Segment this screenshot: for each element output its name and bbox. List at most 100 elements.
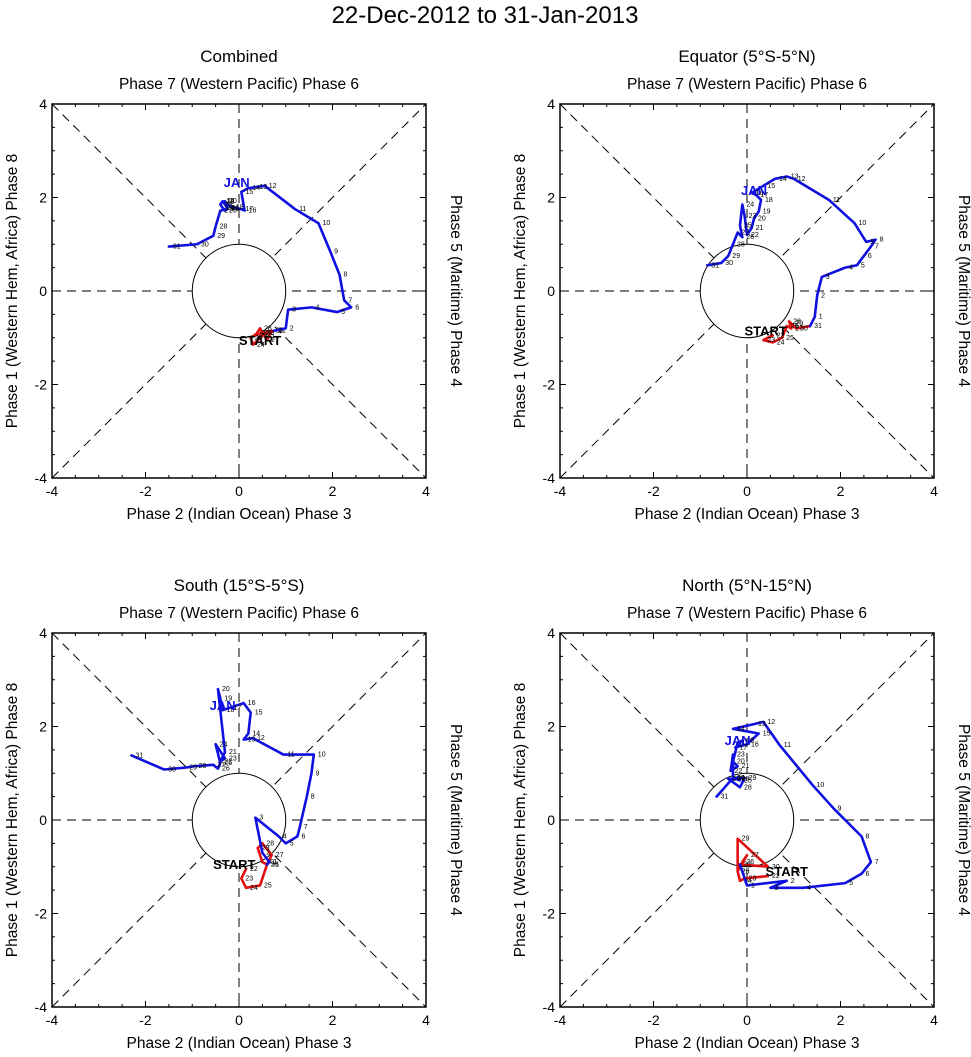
january-day-label: 7 <box>875 859 879 866</box>
january-day-label: 2 <box>791 878 795 885</box>
january-day-label: 30 <box>737 775 745 782</box>
january-day-label: 26 <box>222 766 230 773</box>
panel-combined: Combined Phase 7 (Western Pacific) Phase … <box>4 47 464 523</box>
top-phase-label: Phase 7 (Western Pacific) Phase 6 <box>627 605 867 622</box>
x-tick-label: -4 <box>46 483 59 499</box>
january-day-label: 2 <box>821 293 825 300</box>
january-day-label: 30 <box>201 241 209 248</box>
january-day-label: 4 <box>849 265 853 272</box>
december-day-label: 22 <box>777 332 785 339</box>
december-day-label: 24 <box>250 885 258 892</box>
january-day-label: 9 <box>334 248 338 255</box>
january-day-label: 29 <box>732 253 740 260</box>
january-day-label: 14 <box>737 726 745 733</box>
january-day-label: 12 <box>269 183 277 190</box>
december-day-label: 31 <box>271 861 279 868</box>
january-day-label: 7 <box>875 244 879 251</box>
january-day-label: 5 <box>290 840 294 847</box>
y-tick-label: 2 <box>547 190 555 206</box>
january-day-label: 20 <box>758 216 766 223</box>
left-phase-label: Phase 1 (Western Hem, Africa) Phase 8 <box>4 683 21 958</box>
january-day-label: 31 <box>135 752 143 759</box>
january-day-label: 14 <box>779 176 787 183</box>
left-phase-label: Phase 1 (Western Hem, Africa) Phase 8 <box>512 683 529 958</box>
january-day-label: 21 <box>229 749 237 756</box>
january-day-label: 17 <box>234 705 242 712</box>
january-day-label: 23 <box>749 213 757 220</box>
january-day-label: 26 <box>742 776 750 783</box>
january-day-label: 16 <box>751 741 759 748</box>
y-tick-label: -2 <box>543 377 556 393</box>
january-day-label: 20 <box>222 686 230 693</box>
january-day-label: 1 <box>751 882 755 889</box>
y-tick-label: 0 <box>547 283 555 299</box>
january-day-label: 19 <box>742 740 750 747</box>
january-day-label: 12 <box>767 719 775 726</box>
january-day-label: 21 <box>756 225 764 232</box>
y-tick-label: 4 <box>547 96 555 112</box>
x-tick-label: 2 <box>837 483 845 499</box>
dashed-diagonal-line <box>51 632 427 1008</box>
bottom-phase-label: Phase 2 (Indian Ocean) Phase 3 <box>127 1035 352 1052</box>
january-day-label: 26 <box>746 234 754 241</box>
january-day-label: 3 <box>259 815 263 822</box>
y-tick-label: 4 <box>39 625 47 641</box>
bottom-phase-label: Phase 2 (Indian Ocean) Phase 3 <box>127 506 352 523</box>
january-day-label: 23 <box>737 752 745 759</box>
january-day-label: 15 <box>245 189 253 196</box>
january-day-label: 24 <box>737 775 745 782</box>
january-day-label: 24 <box>220 741 228 748</box>
dashed-diagonal-line <box>559 632 935 1008</box>
january-day-label: 8 <box>866 833 870 840</box>
january-day-label: 20 <box>737 759 745 766</box>
unit-circle <box>699 772 795 868</box>
dashed-diagonal-line <box>559 103 935 479</box>
december-day-label: 24 <box>744 878 752 885</box>
start-label: START <box>213 857 255 872</box>
x-tick-label: 2 <box>837 1012 845 1028</box>
dashed-diagonal-line <box>51 103 427 479</box>
december-day-label: 28 <box>793 318 801 325</box>
january-day-label: 20 <box>229 198 237 205</box>
january-day-label: 4 <box>283 833 287 840</box>
panels-container: Combined Phase 7 (Western Pacific) Phase … <box>4 47 971 1052</box>
january-day-label: 7 <box>348 297 352 304</box>
bottom-phase-label: Phase 2 (Indian Ocean) Phase 3 <box>635 506 860 523</box>
january-day-label: 2 <box>266 850 270 857</box>
january-day-label: 31 <box>721 794 729 801</box>
december-day-label: 23 <box>245 875 253 882</box>
panel-equator: Equator (5°S-5°N) Phase 7 (Western Pacifi… <box>512 47 971 523</box>
top-phase-label: Phase 7 (Western Pacific) Phase 6 <box>627 76 867 93</box>
january-day-label: 15 <box>767 183 775 190</box>
december-day-label: 27 <box>795 325 803 332</box>
y-tick-label: -2 <box>35 377 48 393</box>
january-trajectory-line <box>167 184 353 333</box>
january-day-label: 14 <box>252 731 260 738</box>
january-day-label: 17 <box>739 745 747 752</box>
top-phase-label: Phase 7 (Western Pacific) Phase 6 <box>119 605 359 622</box>
january-day-label: 15 <box>255 709 263 716</box>
december-day-label: 25 <box>786 335 794 342</box>
january-day-label: 23 <box>224 202 232 209</box>
right-phase-label: Phase 5 (Maritime) Phase 4 <box>447 195 464 387</box>
january-day-label: 12 <box>257 735 265 742</box>
january-day-label: 29 <box>217 233 225 240</box>
x-tick-label: -2 <box>647 1012 660 1028</box>
january-day-label: 17 <box>245 206 253 213</box>
january-day-label: 8 <box>880 237 884 244</box>
december-day-label: 26 <box>746 859 754 866</box>
december-day-label: 23 <box>255 335 263 342</box>
january-day-label: 28 <box>744 784 752 791</box>
january-day-label: 31 <box>173 244 181 251</box>
dashed-diagonal-line <box>559 103 935 479</box>
x-tick-label: 4 <box>422 483 430 499</box>
january-day-label: 27 <box>224 208 232 215</box>
january-day-label: 6 <box>866 871 870 878</box>
january-day-label: 6 <box>868 253 872 260</box>
january-day-label: 30 <box>168 767 176 774</box>
january-day-label: 25 <box>744 223 752 230</box>
january-day-label: 29 <box>189 765 197 772</box>
y-tick-label: 0 <box>39 812 47 828</box>
january-day-label: 5 <box>341 309 345 316</box>
